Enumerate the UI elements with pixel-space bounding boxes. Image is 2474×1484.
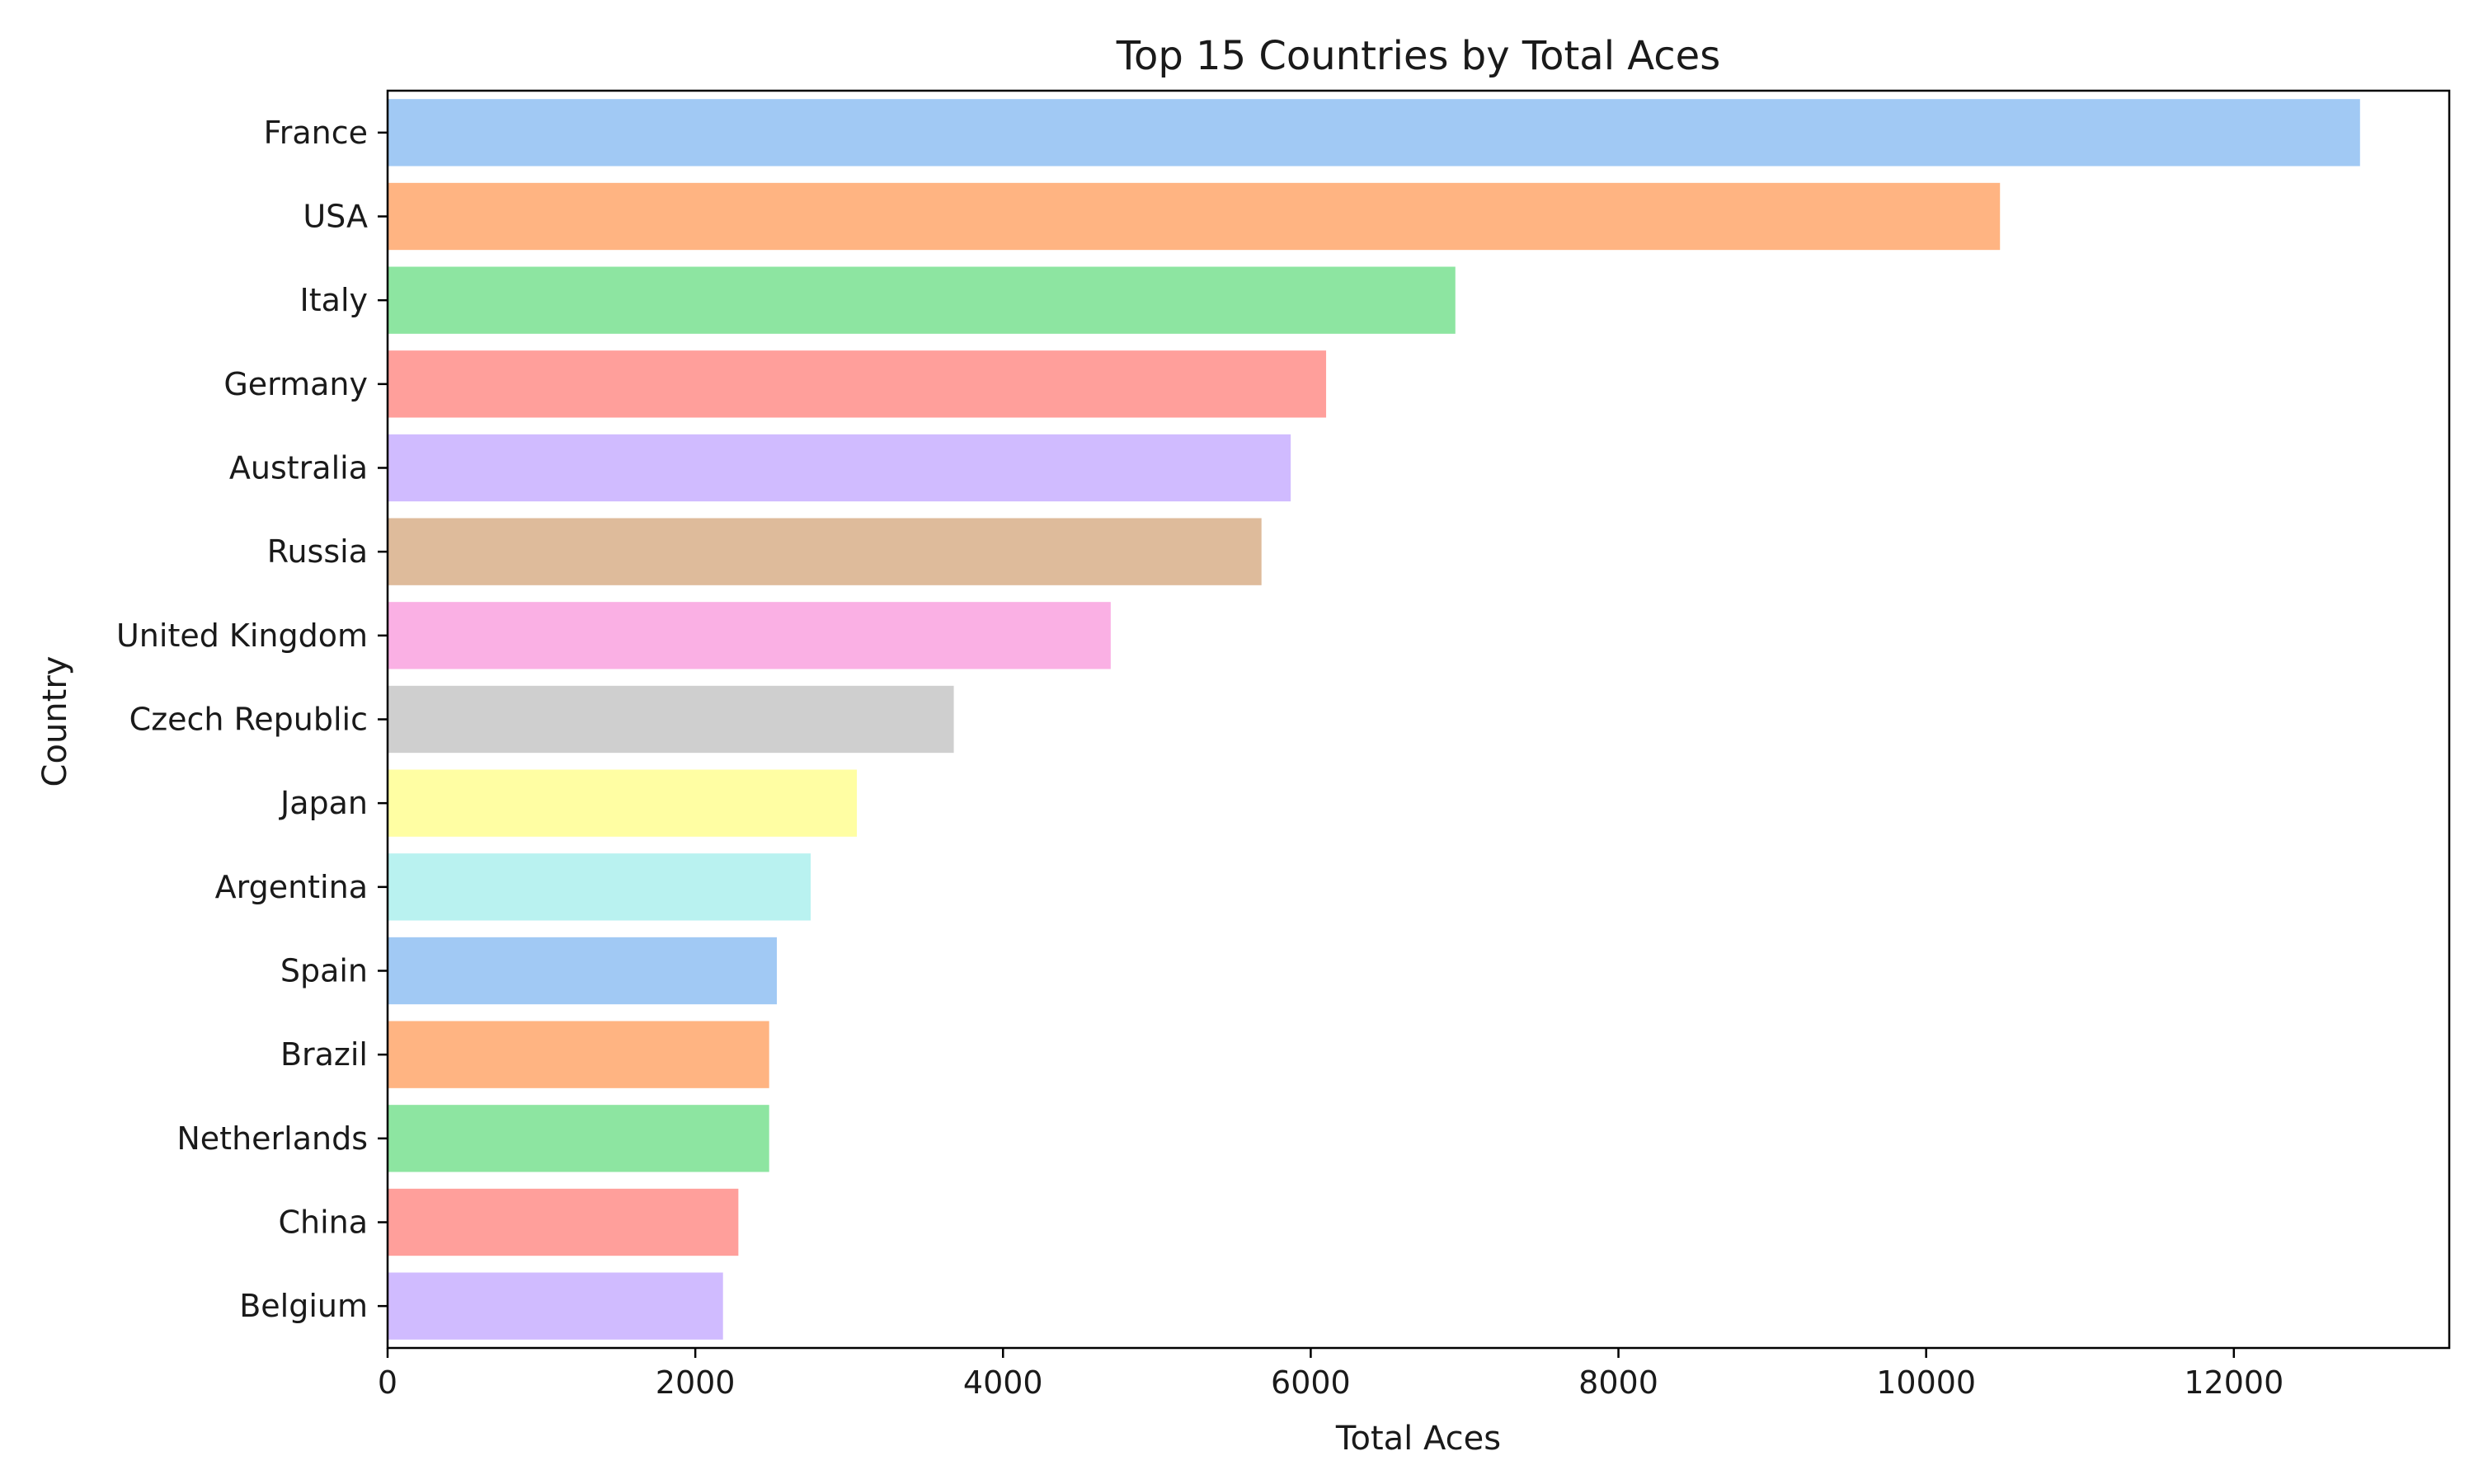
y-tick-label: Germany xyxy=(223,366,368,402)
y-tick-label: Belgium xyxy=(239,1288,368,1324)
y-tick-label: Argentina xyxy=(215,869,368,905)
x-axis-label: Total Aces xyxy=(1335,1420,1501,1458)
bar-united-kingdom xyxy=(388,602,1111,669)
bar-spain xyxy=(388,937,778,1005)
y-tick-label: Netherlands xyxy=(176,1120,368,1157)
y-tick-label: France xyxy=(264,115,368,151)
x-tick-label: 4000 xyxy=(963,1364,1043,1401)
y-tick-label: Australia xyxy=(229,450,368,486)
bar-russia xyxy=(388,518,1262,585)
y-tick-label: Italy xyxy=(300,282,368,318)
y-tick-label: Japan xyxy=(279,785,368,821)
bar-italy xyxy=(388,266,1456,334)
y-tick-label: Czech Republic xyxy=(129,702,368,738)
y-tick-label: USA xyxy=(303,199,368,235)
bar-germany xyxy=(388,350,1327,418)
y-tick-label: Brazil xyxy=(280,1036,368,1073)
x-tick-label: 2000 xyxy=(656,1364,736,1401)
x-tick-label: 10000 xyxy=(1876,1364,1976,1401)
y-tick-label: Russia xyxy=(267,533,368,570)
bars-group xyxy=(388,99,2360,1340)
x-tick-label: 12000 xyxy=(2184,1364,2284,1401)
chart-title: Top 15 Countries by Total Aces xyxy=(1116,33,1720,79)
bar-usa xyxy=(388,182,2001,251)
y-tick-label: China xyxy=(278,1205,368,1241)
x-tick-label: 0 xyxy=(378,1364,397,1401)
y-axis-label: Country xyxy=(36,656,74,787)
x-tick-label: 6000 xyxy=(1271,1364,1351,1401)
x-axis-ticks: 0 2000 4000 6000 8000 10000 12000 xyxy=(378,1348,2284,1401)
bar-netherlands xyxy=(388,1105,769,1172)
y-axis-ticks: France USA Italy Germany Australia Russia Unit… xyxy=(116,115,388,1324)
bar-france xyxy=(388,99,2360,167)
bar-belgium xyxy=(388,1272,723,1340)
y-tick-label: United Kingdom xyxy=(116,618,368,654)
bar-argentina xyxy=(388,853,811,921)
x-tick-label: 8000 xyxy=(1578,1364,1658,1401)
bar-china xyxy=(388,1188,739,1256)
bar-brazil xyxy=(388,1021,769,1088)
bar-australia xyxy=(388,434,1291,502)
plot-frame xyxy=(386,89,2451,1350)
y-tick-label: Spain xyxy=(280,953,368,989)
bar-czech-republic xyxy=(388,685,954,754)
bar-japan xyxy=(388,769,858,837)
